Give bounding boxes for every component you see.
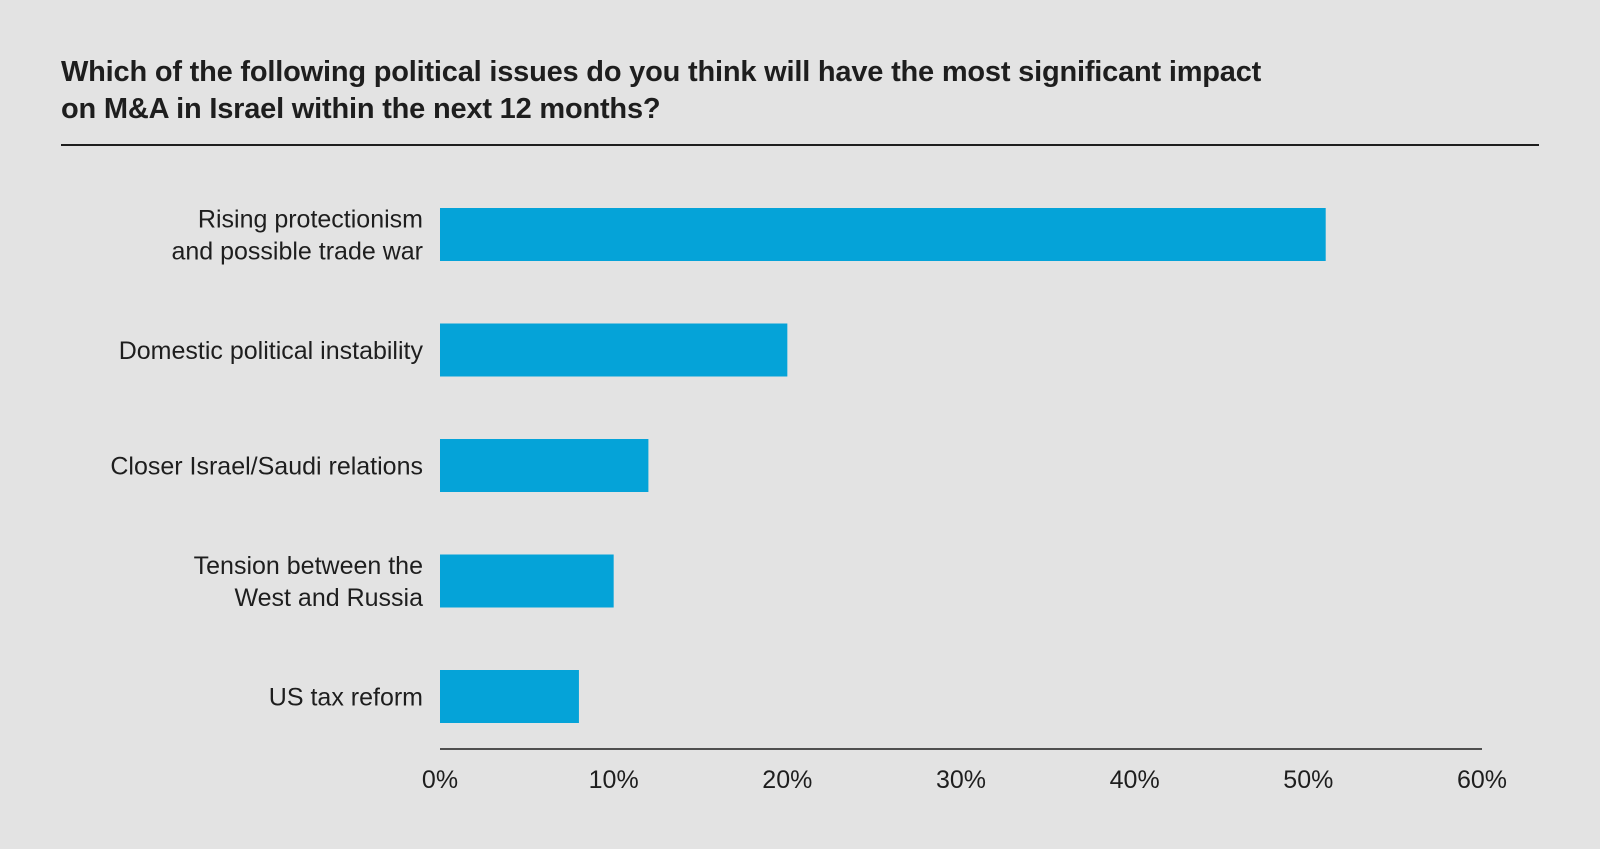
x-tick-labels: 0% 10% 20% 30% 40% 50% 60% xyxy=(422,766,1507,794)
category-label-line: Closer Israel/Saudi relations xyxy=(110,453,423,481)
chart-title-line-1: Which of the following political issues … xyxy=(61,56,1262,88)
bar-0 xyxy=(440,208,1326,261)
category-label-3: Tension between the West and Russia xyxy=(194,552,423,612)
category-label-0: Rising protectionism and possible trade w… xyxy=(171,206,423,266)
category-label-2: Closer Israel/Saudi relations xyxy=(110,453,423,481)
bar-4 xyxy=(440,670,579,723)
bars-group xyxy=(440,208,1326,723)
title-divider xyxy=(61,144,1539,146)
category-label-4: US tax reform xyxy=(269,684,423,712)
chart-title-line-2: on M&A in Israel within the next 12 mont… xyxy=(61,93,661,125)
x-tick-label-0: 0% xyxy=(422,766,458,794)
bar-2 xyxy=(440,439,649,492)
x-tick-label-1: 10% xyxy=(589,766,639,794)
x-tick-label-5: 50% xyxy=(1283,766,1333,794)
category-label-line: Tension between the xyxy=(194,552,423,580)
category-label-line: West and Russia xyxy=(234,584,423,612)
bar-1 xyxy=(440,323,788,377)
x-tick-label-6: 60% xyxy=(1457,766,1507,794)
x-tick-label-4: 40% xyxy=(1110,766,1160,794)
category-label-line: Domestic political instability xyxy=(119,337,424,365)
category-labels: Rising protectionism and possible trade w… xyxy=(110,206,423,712)
chart-title: Which of the following political issues … xyxy=(61,54,1461,128)
category-label-line: and possible trade war xyxy=(171,238,423,266)
category-label-line: US tax reform xyxy=(269,684,423,712)
category-label-line: Rising protectionism xyxy=(198,206,423,234)
bar-3 xyxy=(440,554,614,608)
category-label-1: Domestic political instability xyxy=(119,337,424,365)
x-tick-label-3: 30% xyxy=(936,766,986,794)
x-tick-label-2: 20% xyxy=(762,766,812,794)
